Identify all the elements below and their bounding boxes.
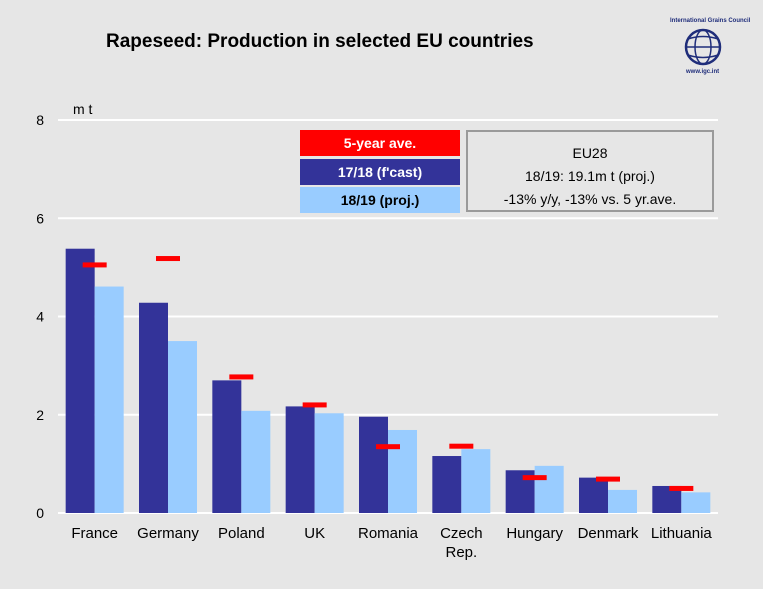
bar-1819	[168, 341, 197, 513]
bar-1819	[314, 413, 344, 513]
summary-line-1: EU28	[572, 145, 608, 161]
bar-1819	[241, 410, 271, 513]
bar-1718	[212, 380, 242, 513]
x-tick-label: UK	[304, 525, 325, 542]
bar-1718	[579, 477, 608, 513]
bar-1718	[359, 416, 388, 513]
bar-1819	[534, 465, 564, 513]
five-year-marker	[302, 402, 327, 408]
legend-label-1819: 18/19 (proj.)	[340, 192, 420, 208]
bar-1718	[432, 456, 462, 513]
bar-1819	[461, 449, 491, 513]
five-year-marker	[376, 444, 400, 450]
globe-icon	[684, 28, 722, 66]
five-year-marker	[229, 374, 254, 380]
y-tick-label: 4	[36, 309, 44, 325]
five-year-marker	[82, 262, 107, 268]
summary-line-3: -13% y/y, -13% vs. 5 yr.ave.	[503, 191, 677, 207]
x-tick-label: Hungary	[506, 525, 563, 542]
chart-title: Rapeseed: Production in selected EU coun…	[106, 31, 534, 52]
x-tick-label: Germany	[137, 525, 199, 542]
y-tick-label: 2	[36, 407, 44, 423]
x-tick-label: Lithuania	[651, 525, 713, 542]
five-year-marker	[156, 256, 180, 262]
y-tick-label: 6	[36, 210, 44, 226]
bar-1718	[65, 248, 95, 513]
eu28-summary-box: EU28 18/19: 19.1m t (proj.) -13% y/y, -1…	[466, 130, 714, 212]
logo-org-name: International Grains Council	[670, 18, 751, 24]
x-tick-label: Denmark	[578, 525, 639, 542]
x-tick-label: Rep.	[445, 544, 477, 561]
legend-label-1718: 17/18 (f'cast)	[337, 164, 423, 180]
bars	[65, 248, 711, 513]
summary-line-2: 18/19: 19.1m t (proj.)	[525, 168, 655, 184]
legend-1819: 18/19 (proj.)	[300, 187, 460, 213]
bar-1819	[608, 489, 637, 513]
five-year-marker	[522, 475, 547, 481]
igc-logo: International Grains Council www.igc.int	[670, 18, 760, 82]
five-year-marker	[449, 443, 474, 449]
bar-1718	[139, 302, 168, 513]
logo-url: www.igc.int	[686, 69, 720, 75]
bar-1819	[94, 286, 124, 513]
five-year-marker	[669, 485, 694, 491]
bar-1819	[388, 429, 417, 513]
five-year-marker	[596, 476, 620, 482]
x-tick-label: Romania	[358, 525, 419, 542]
x-tick-label: France	[71, 525, 118, 542]
x-tick-label: Czech	[440, 525, 483, 542]
legend-1718: 17/18 (f'cast)	[300, 159, 460, 185]
y-axis-ticks: 0 2 4 6 8	[36, 112, 44, 521]
legend-label-five-year: 5-year ave.	[343, 135, 417, 151]
bar-1819	[681, 492, 711, 513]
y-tick-label: 8	[36, 112, 44, 128]
five-year-markers	[82, 256, 694, 491]
y-axis-label: m t	[73, 101, 93, 117]
bar-1718	[285, 406, 315, 513]
legend-five-year-ave: 5-year ave.	[300, 130, 460, 156]
x-axis-ticks: France Germany Poland UK Romania Czech Rep. Hun…	[71, 525, 712, 561]
x-tick-label: Poland	[218, 525, 265, 542]
y-tick-label: 0	[36, 505, 44, 521]
